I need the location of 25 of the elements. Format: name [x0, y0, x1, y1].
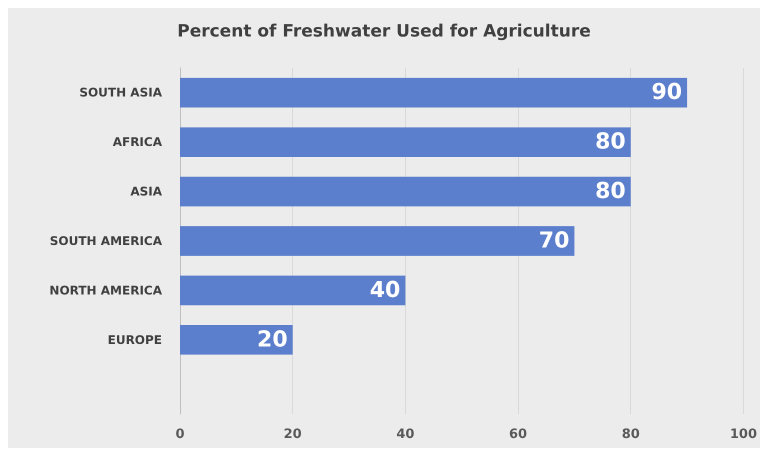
y-tick-label: EUROPE — [108, 332, 162, 347]
data-label: 80 — [595, 179, 626, 204]
data-label: 40 — [370, 278, 400, 303]
data-label: 80 — [595, 130, 626, 155]
bar — [180, 226, 574, 256]
bar — [180, 78, 688, 108]
x-tick-label: 80 — [622, 427, 640, 442]
chart-title: Percent of Freshwater Used for Agriculture — [177, 22, 591, 42]
bar — [180, 176, 631, 206]
y-tick-label: NORTH AMERICA — [49, 283, 163, 298]
bar — [180, 325, 293, 355]
x-tick-label: 20 — [284, 427, 302, 442]
data-label: 90 — [651, 80, 682, 106]
x-tick-label: 60 — [509, 427, 528, 442]
bar — [180, 276, 406, 306]
x-tick-label: 0 — [175, 427, 185, 442]
bar — [180, 127, 631, 157]
y-tick-label: SOUTH ASIA — [79, 86, 163, 100]
data-label: 20 — [257, 327, 288, 352]
data-label: 70 — [538, 228, 570, 254]
x-tick-label: 100 — [730, 427, 757, 442]
x-tick-label: 40 — [396, 427, 414, 442]
y-tick-label: ASIA — [130, 184, 163, 199]
y-tick-label: SOUTH AMERICA — [50, 234, 163, 248]
y-tick-label: AFRICA — [112, 135, 163, 150]
